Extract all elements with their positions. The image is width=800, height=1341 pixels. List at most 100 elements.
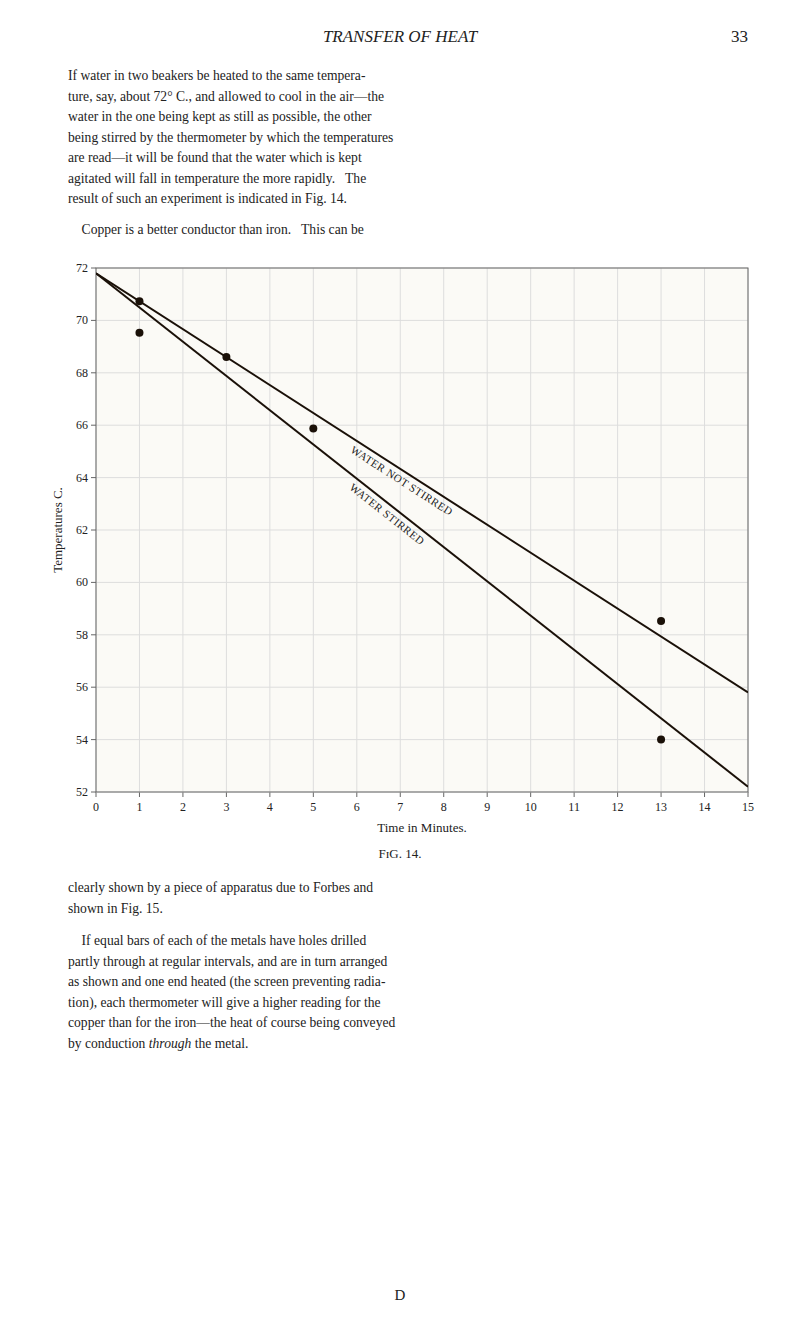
tick-mark <box>91 792 96 793</box>
y-axis-label: Temperatures C. <box>50 487 65 573</box>
plot-frame <box>96 268 748 792</box>
tick-mark <box>91 687 96 688</box>
running-head: TRANSFER OF HEAT <box>323 27 479 46</box>
tick-label: 11 <box>568 800 580 814</box>
tick-mark <box>530 792 531 797</box>
tick-label: 60 <box>76 575 88 589</box>
body-run: the metal. <box>191 1036 248 1051</box>
grid-line <box>96 687 748 688</box>
point <box>222 353 230 361</box>
body-line: Copper is a better conductor than iron. … <box>68 222 364 237</box>
tick-label: 56 <box>76 680 88 694</box>
grid-line <box>96 739 748 740</box>
tick-mark <box>226 792 227 797</box>
marks <box>96 273 748 787</box>
tick-label: 54 <box>76 733 88 747</box>
series-line <box>96 273 748 692</box>
body-line: clearly shown by a piece of apparatus du… <box>68 880 373 895</box>
body-line: tion), each thermometer will give a high… <box>68 995 381 1011</box>
body-line: as shown and one end heated (the screen … <box>68 974 386 990</box>
figure-caption: FɪG. 14. <box>379 846 422 861</box>
tick-label: 1 <box>136 800 142 814</box>
tick-label: 0 <box>93 800 99 814</box>
tick-mark <box>91 268 96 269</box>
tick-label: 68 <box>76 366 88 380</box>
tick-label: 2 <box>180 800 186 814</box>
tick-label: 13 <box>655 800 667 814</box>
point <box>657 617 665 625</box>
tick-label: 3 <box>223 800 229 814</box>
point <box>135 329 143 337</box>
body-line: water in the one being kept as still as … <box>68 109 372 124</box>
body-line: partly through at regular intervals, and… <box>68 954 388 969</box>
tick-label: 66 <box>76 418 88 432</box>
body-line: copper than for the iron—the heat of cou… <box>68 1015 395 1030</box>
tick-mark <box>704 792 705 797</box>
line-label: WATER NOT STIRRED <box>349 443 456 517</box>
series-line <box>96 273 748 787</box>
chart: 0123456789101112131415525456586062646668… <box>50 261 754 861</box>
tick-mark <box>748 792 749 797</box>
tick-label: 4 <box>267 800 273 814</box>
tick-mark <box>487 792 488 797</box>
body-run: through <box>149 1036 192 1051</box>
page-number: 33 <box>731 27 748 46</box>
plot-area <box>96 268 748 792</box>
grid-line <box>96 582 748 583</box>
tick-mark <box>269 792 270 797</box>
tick-label: 64 <box>76 471 88 485</box>
tick-label: 15 <box>742 800 754 814</box>
tick-mark <box>443 792 444 797</box>
tick-mark <box>91 582 96 583</box>
body-line: agitated will fall in temperature the mo… <box>68 171 366 186</box>
body-line: by conduction through the metal. <box>68 1036 248 1051</box>
tick-mark <box>400 792 401 797</box>
tick-mark <box>139 792 140 797</box>
tick-label: 8 <box>441 800 447 814</box>
tick-label: 58 <box>76 628 88 642</box>
tick-mark <box>91 530 96 531</box>
tick-mark <box>91 320 96 321</box>
grid-line <box>96 425 748 426</box>
point <box>135 297 143 305</box>
footer: D <box>395 1287 406 1303</box>
tick-mark <box>574 792 575 797</box>
tick-label: 70 <box>76 313 88 327</box>
point <box>657 736 665 744</box>
tick-mark <box>96 792 97 797</box>
body-line: ture, say, about 72° C., and allowed to … <box>68 89 384 104</box>
grid-line <box>96 477 748 478</box>
grid-line <box>96 372 748 373</box>
tick-mark <box>91 739 96 740</box>
grid-line <box>96 634 748 635</box>
tick-mark <box>661 792 662 797</box>
tick-label: 62 <box>76 523 88 537</box>
line-labels: WATER NOT STIRREDWATER STIRRED <box>348 443 456 547</box>
line-label: WATER STIRRED <box>348 481 428 547</box>
x-axis-label: Time in Minutes. <box>377 820 466 835</box>
body-line: If water in two beakers be heated to the… <box>68 68 366 83</box>
grid-line <box>96 320 748 321</box>
tick-label: 6 <box>354 800 360 814</box>
tick-label: 72 <box>76 261 88 275</box>
tick-mark <box>91 477 96 478</box>
body-line: being stirred by the thermometer by whic… <box>68 130 393 145</box>
tick-label: 14 <box>699 800 711 814</box>
tick-label: 10 <box>525 800 537 814</box>
tick-label: 12 <box>612 800 624 814</box>
body-run: by conduction <box>68 1036 149 1051</box>
point <box>309 425 317 433</box>
body-line: result of such an experiment is indicate… <box>68 191 347 206</box>
tick-mark <box>91 425 96 426</box>
tick-label: 52 <box>76 785 88 799</box>
tick-mark <box>356 792 357 797</box>
body-line: are read—it will be found that the water… <box>68 150 362 165</box>
tick-mark <box>313 792 314 797</box>
tick-mark <box>91 634 96 635</box>
body-line: shown in Fig. 15. <box>68 901 163 916</box>
tick-mark <box>617 792 618 797</box>
tick-label: 9 <box>484 800 490 814</box>
body-line: If equal bars of each of the metals have… <box>68 933 366 948</box>
page: TRANSFER OF HEAT 33 If water in two beaker… <box>0 0 800 1341</box>
tick-label: 7 <box>397 800 403 814</box>
